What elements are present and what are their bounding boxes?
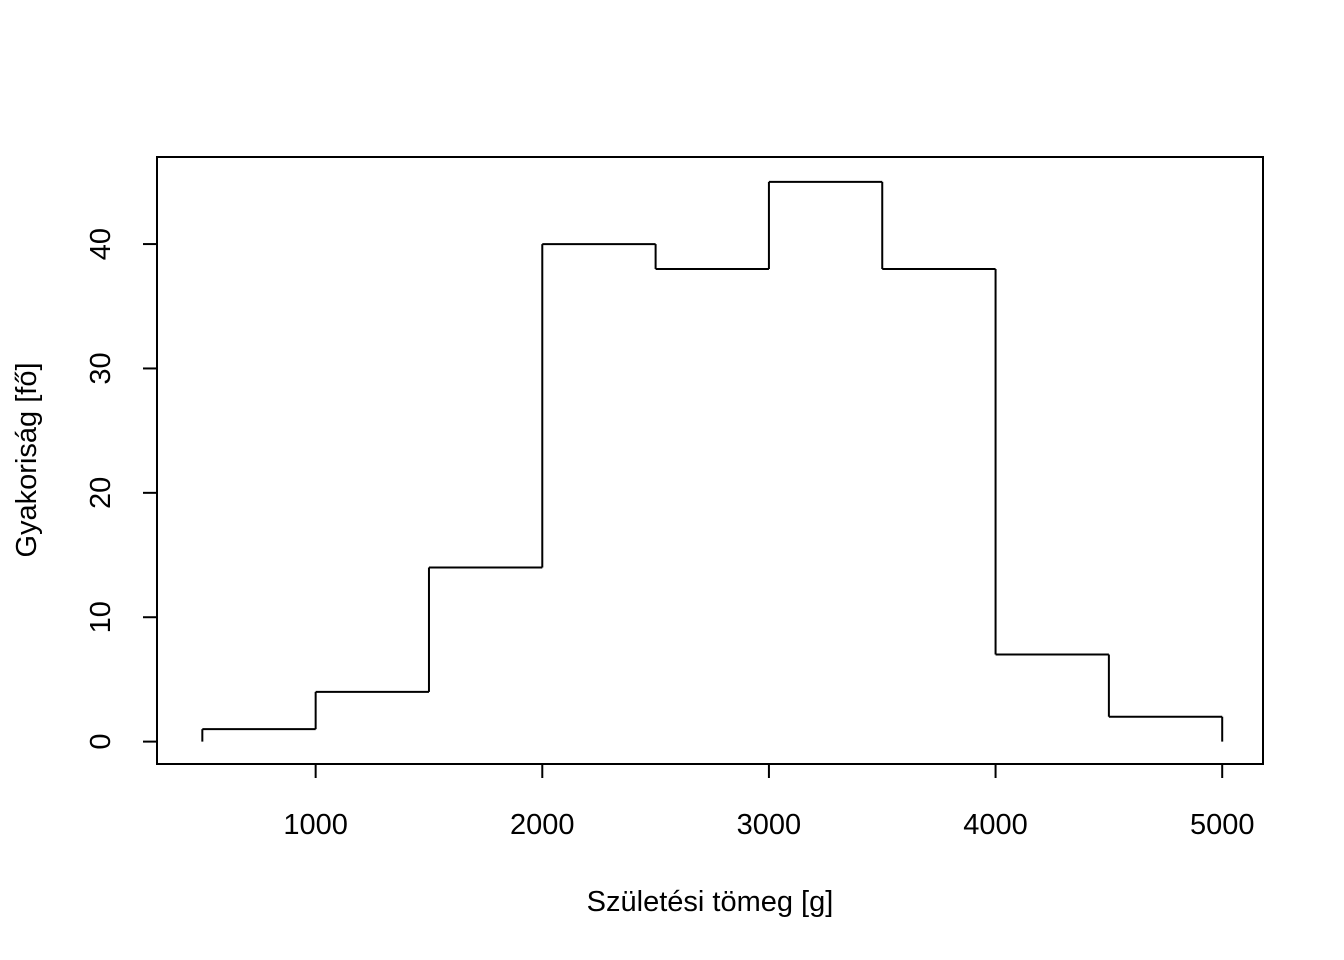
y-tick-label: 40	[85, 228, 117, 260]
histogram-steps	[201, 180, 1224, 742]
y-axis: 0 10 20 30 40	[85, 228, 158, 750]
x-axis: 1000 2000 3000 4000 5000	[283, 763, 1255, 841]
x-tick-label: 1000	[283, 809, 348, 841]
x-axis-title: Születési tömeg [g]	[587, 886, 834, 918]
y-tick-label: 30	[85, 352, 117, 384]
plot-frame	[156, 156, 1264, 765]
x-tick-label: 3000	[737, 809, 802, 841]
y-axis-title: Gyakoriság [fő]	[11, 362, 43, 557]
x-tick-label: 2000	[510, 809, 575, 841]
x-tick-label: 5000	[1190, 809, 1255, 841]
y-tick-label: 10	[85, 601, 117, 633]
y-tick-label: 0	[85, 734, 117, 750]
y-tick-label: 20	[85, 477, 117, 509]
x-tick-label: 4000	[963, 809, 1028, 841]
